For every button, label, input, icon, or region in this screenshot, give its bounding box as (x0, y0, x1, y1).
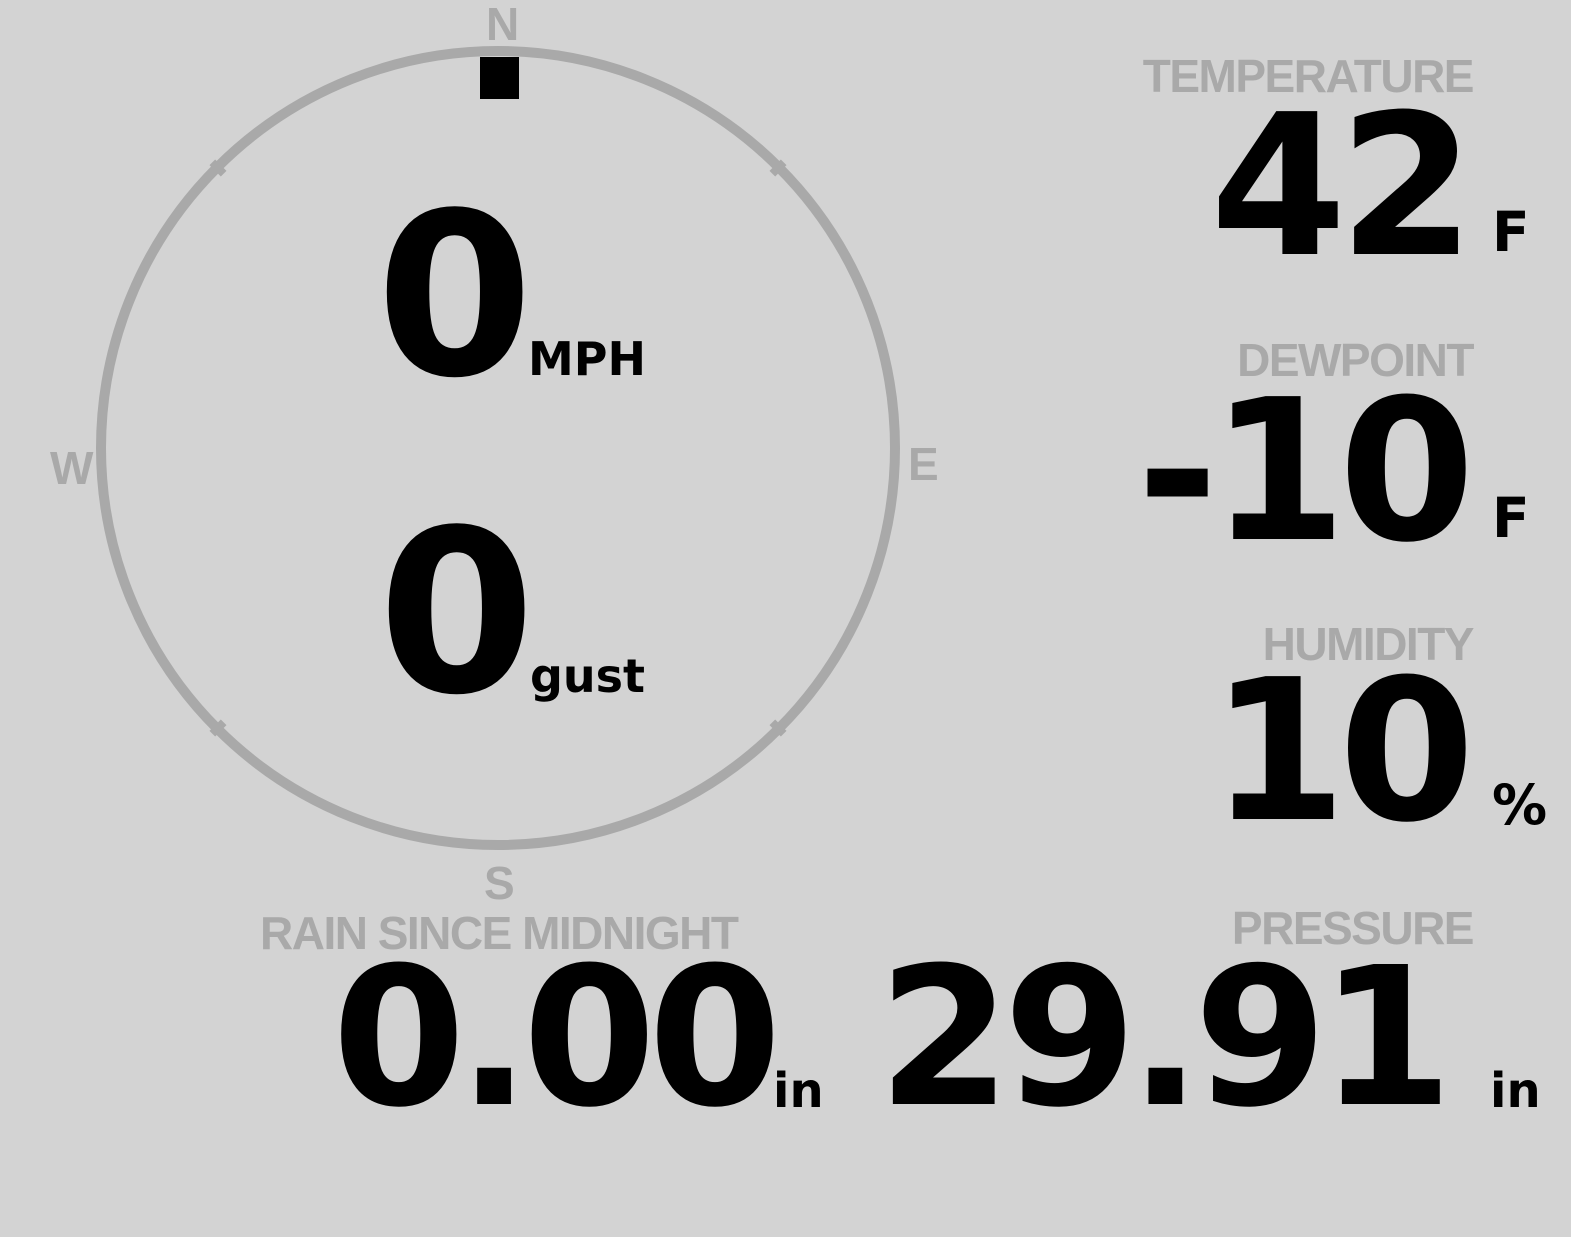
pressure-unit: in (1490, 1063, 1541, 1119)
compass-south: S (484, 857, 515, 909)
humidity-label: HUMIDITY (1262, 618, 1475, 670)
rain-value: 0.00 (332, 927, 782, 1150)
compass-ring (96, 46, 900, 850)
wind-gust-value: 0 (378, 482, 535, 745)
compass-east: E (908, 438, 939, 490)
pressure-value: 29.91 (877, 927, 1453, 1150)
rain-unit: in (773, 1063, 824, 1119)
wind-direction-indicator (480, 57, 519, 99)
wind-speed-unit: MPH (528, 332, 646, 386)
compass-north: N (486, 0, 520, 50)
humidity-value: 10 (1210, 638, 1475, 866)
temperature-unit: F (1492, 200, 1530, 264)
wind-gust-unit: gust (530, 649, 646, 703)
dewpoint-value: -10 (1136, 358, 1475, 586)
compass-west: W (50, 442, 94, 494)
compass-tick (769, 719, 787, 737)
wind-speed-value: 0 (376, 165, 533, 428)
humidity-unit: % (1492, 773, 1548, 837)
temperature-value: 42 (1210, 73, 1475, 301)
dewpoint-unit: F (1492, 486, 1530, 550)
dewpoint-label: DEWPOINT (1237, 334, 1474, 386)
pressure-label: PRESSURE (1231, 902, 1475, 954)
compass-tick (209, 719, 227, 737)
rain-label: RAIN SINCE MIDNIGHT (260, 907, 739, 959)
compass-tick (769, 159, 787, 177)
temperature-label: TEMPERATURE (1142, 50, 1475, 102)
compass-tick (209, 159, 227, 177)
